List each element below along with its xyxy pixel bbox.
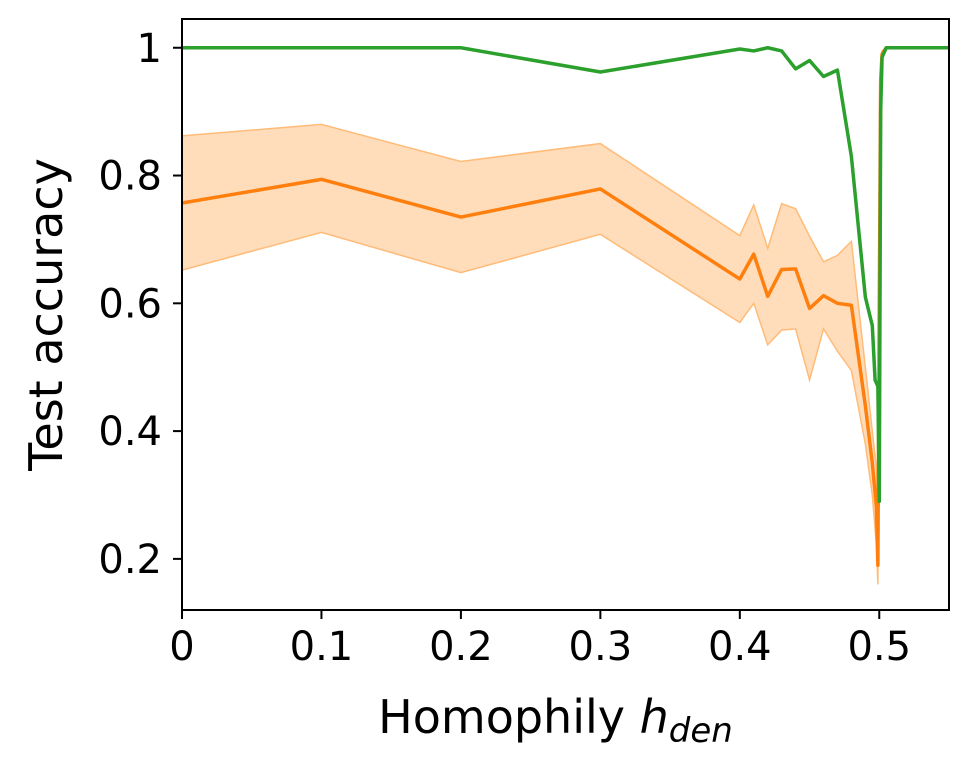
x-axis-label: Homophily hden xyxy=(378,690,733,751)
series-orange-band xyxy=(181,47,949,585)
x-tick-label: 0.5 xyxy=(847,624,911,670)
series-layer xyxy=(181,46,949,585)
x-tick-label: 0.1 xyxy=(290,624,354,670)
y-tick-label: 0.6 xyxy=(98,281,162,327)
x-axis-label-text: Homophily xyxy=(378,690,625,744)
series-green-line xyxy=(182,46,949,504)
y-axis-label: Test accuracy xyxy=(19,158,73,472)
y-tick-label: 1 xyxy=(137,26,162,72)
y-tick-label: 0.8 xyxy=(98,154,162,200)
x-axis-label-var: h xyxy=(640,690,669,744)
x-tick-label: 0.2 xyxy=(429,624,493,670)
x-tick-label: 0.3 xyxy=(569,624,633,670)
x-tick-label: 0.4 xyxy=(708,624,772,670)
ticks-layer: 0 0.1 0.2 0.3 0.4 0.5 0.2 0.4 0.6 0.8 1 xyxy=(98,26,911,670)
x-tick-label: 0 xyxy=(169,624,194,670)
y-tick-label: 0.4 xyxy=(98,409,162,455)
y-tick-label: 0.2 xyxy=(98,537,162,583)
x-axis-label-sub: den xyxy=(669,711,733,751)
plot-frame xyxy=(181,18,950,611)
